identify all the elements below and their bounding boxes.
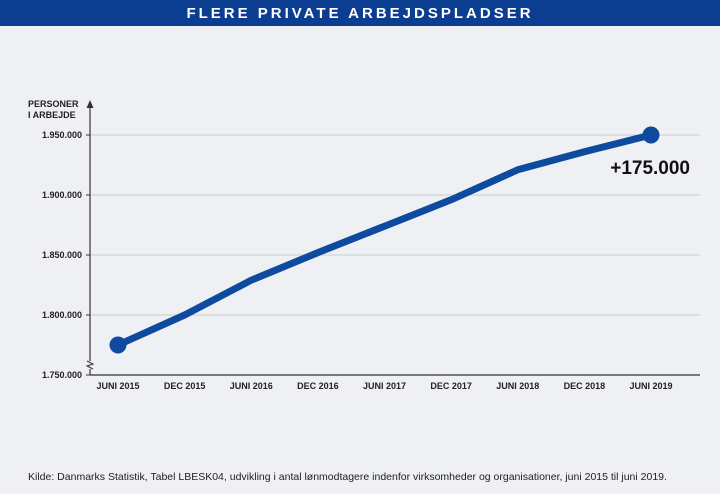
x-tick-label: JUNI 2018 — [496, 381, 539, 391]
y-tick-label: 1.850.000 — [42, 250, 82, 260]
x-tick-label: JUNI 2017 — [363, 381, 406, 391]
y-tick-labels: 1.750.000 1.800.000 1.850.000 1.900.000 1.95… — [42, 130, 82, 380]
series-line — [109, 126, 660, 354]
data-point — [642, 126, 660, 144]
grid-lines — [86, 134, 700, 376]
y-tick-label: 1.800.000 — [42, 310, 82, 320]
x-tick-labels: JUNI 2015 DEC 2015 JUNI 2016 DEC 2016 JUNI 2… — [96, 381, 672, 391]
x-tick-label: DEC 2016 — [297, 381, 339, 391]
y-tick-label: 1.750.000 — [42, 370, 82, 380]
y-axis-label-line-2: I ARBEJDE — [28, 110, 76, 120]
x-tick-label: JUNI 2019 — [629, 381, 672, 391]
axes — [85, 100, 700, 376]
x-tick-label: JUNI 2016 — [230, 381, 273, 391]
series-path — [114, 131, 655, 349]
y-axis-arrow — [86, 100, 94, 108]
x-tick-label: DEC 2015 — [164, 381, 206, 391]
x-tick-label: DEC 2018 — [564, 381, 606, 391]
y-tick-label: 1.950.000 — [42, 130, 82, 140]
axis-break-zigzag — [85, 360, 95, 370]
data-point — [109, 336, 127, 354]
chart-title: FLERE PRIVATE ARBEJDSPLADSER — [0, 0, 720, 26]
y-axis-label: PERSONER I ARBEJDE — [28, 99, 79, 120]
y-axis-label-line-1: PERSONER — [28, 99, 79, 109]
x-tick-label: JUNI 2015 — [96, 381, 139, 391]
annotation-increase: +175.000 — [610, 158, 690, 179]
source-note: Kilde: Danmarks Statistik, Tabel LBESK04… — [28, 471, 667, 483]
y-tick-label: 1.900.000 — [42, 190, 82, 200]
x-tick-label: DEC 2017 — [430, 381, 472, 391]
